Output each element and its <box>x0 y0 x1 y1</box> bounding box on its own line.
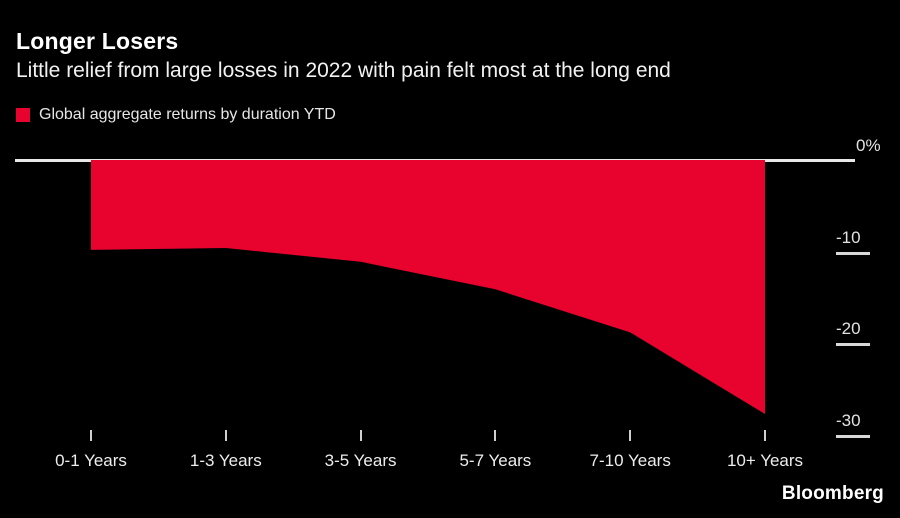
x-axis-tick-mark <box>764 430 766 441</box>
chart-subtitle: Little relief from large losses in 2022 … <box>16 59 671 82</box>
legend-label: Global aggregate returns by duration YTD <box>39 106 336 123</box>
bloomberg-watermark: Bloomberg <box>781 483 884 504</box>
x-axis-tick-label: 3-5 Years <box>324 451 397 470</box>
x-axis-tick-label: 0-1 Years <box>55 451 127 470</box>
y-axis-tick-line <box>836 435 870 439</box>
x-axis-tick-label: 1-3 Years <box>189 451 262 470</box>
x-axis-tick-mark <box>224 430 227 441</box>
chart-legend: Global aggregate returns by duration YTD <box>16 107 336 123</box>
y-axis-tick-label: -10 <box>836 227 861 247</box>
y-axis-tick-label: -30 <box>836 411 861 431</box>
y-axis-tick-label: 0% <box>856 136 881 155</box>
x-axis-tick-label: 7-10 Years <box>589 451 671 470</box>
x-axis-tick-label: 10+ Years <box>726 451 804 470</box>
x-axis-tick-mark <box>494 430 497 441</box>
y-axis-tick-label: -20 <box>836 319 861 339</box>
y-axis-tick-line <box>836 343 870 347</box>
x-axis-tick-mark <box>629 430 632 441</box>
x-axis-tick-label: 5-7 Years <box>459 451 532 470</box>
y-axis-tick-line <box>836 251 870 255</box>
x-axis-tick-mark <box>90 430 92 441</box>
page-title: Longer Losers <box>16 28 179 54</box>
legend-swatch-icon <box>16 108 30 122</box>
area-series-shape <box>91 160 765 414</box>
x-axis-tick-mark <box>359 430 362 441</box>
